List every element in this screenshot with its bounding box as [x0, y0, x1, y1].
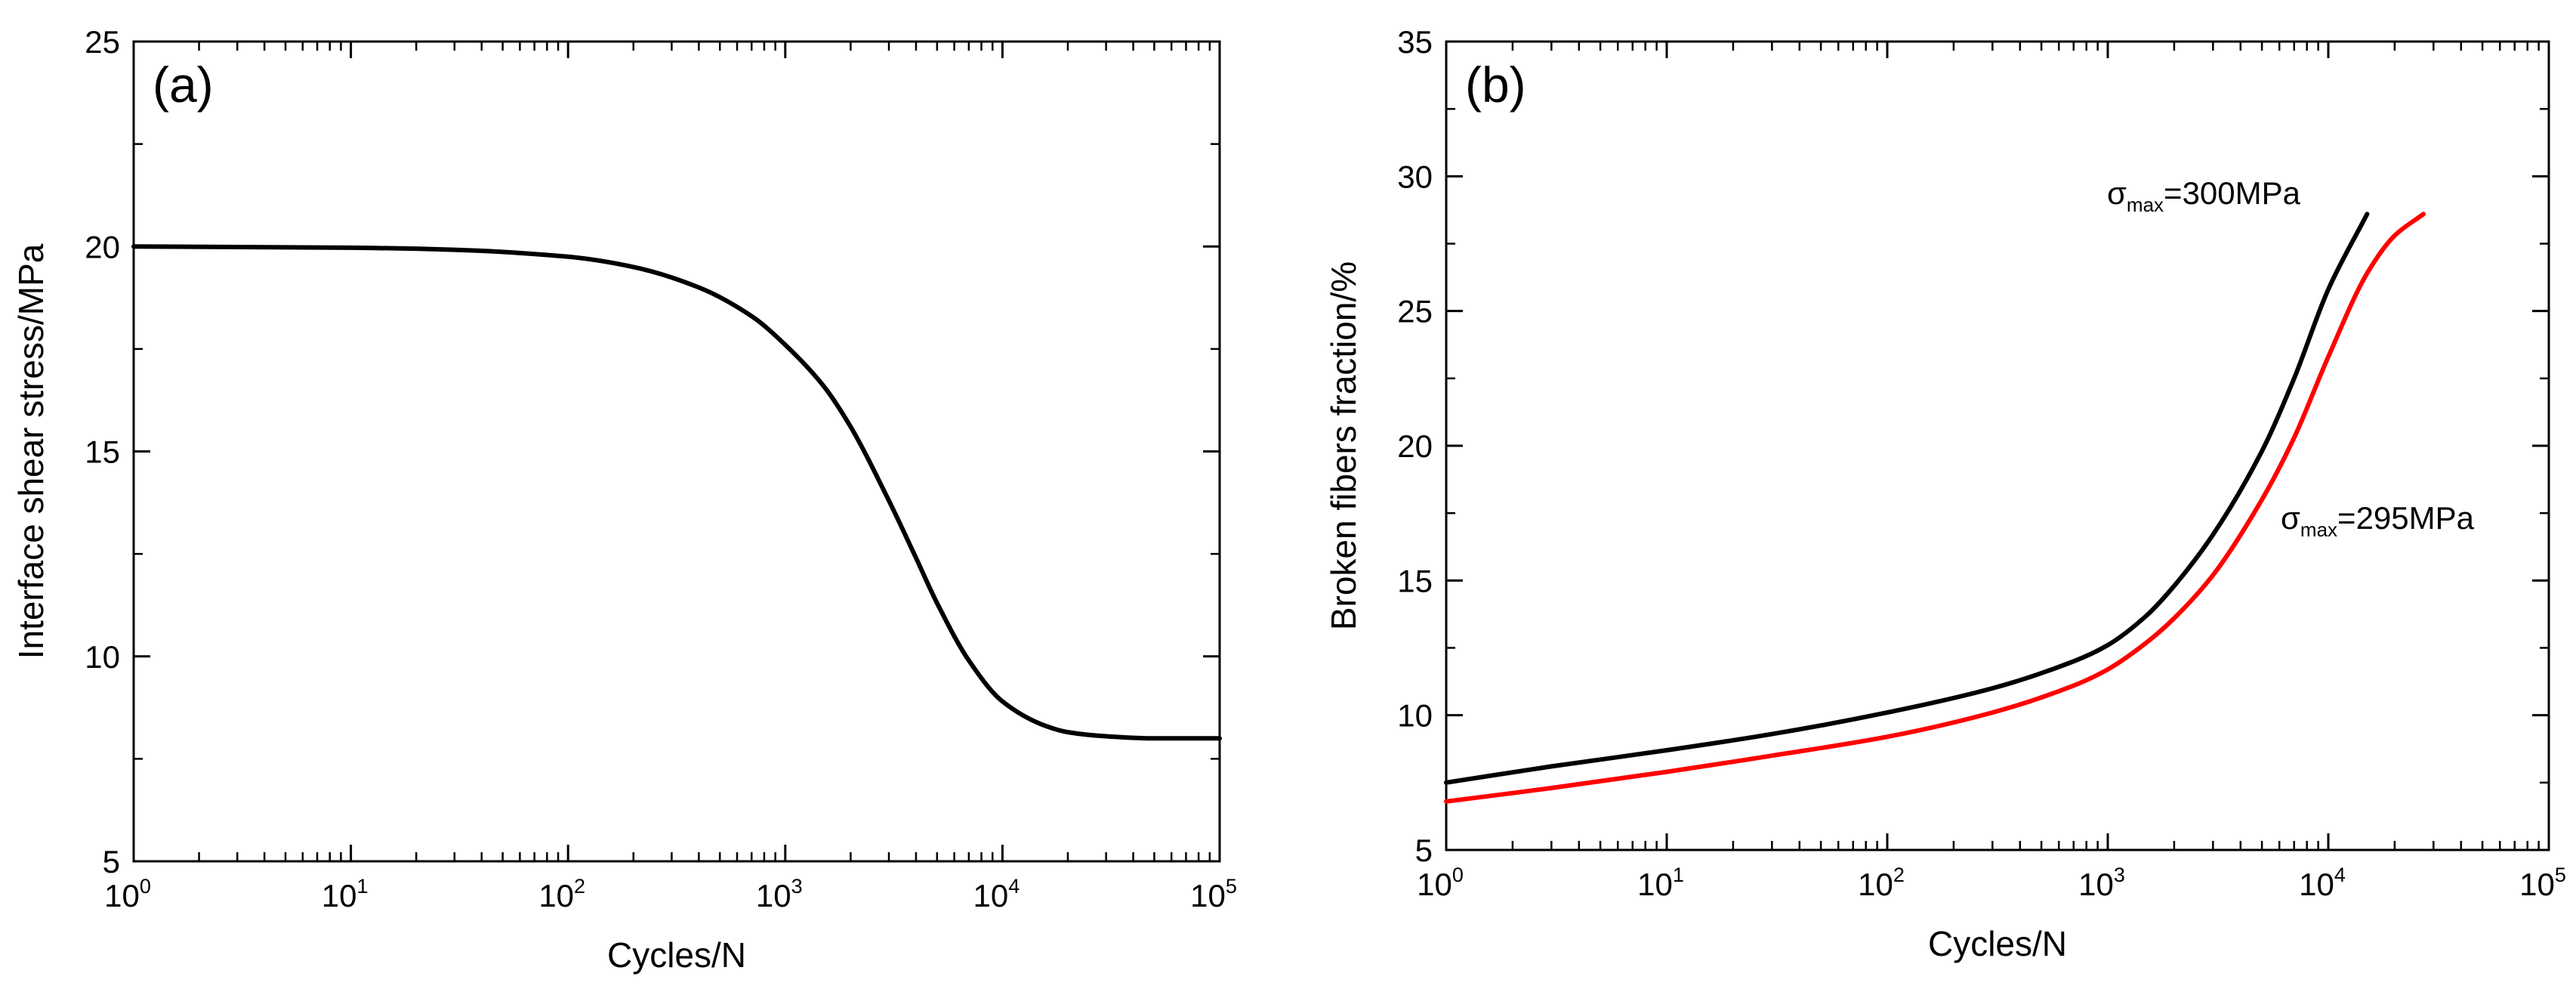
y-axis-title: Interface shear stress/MPa	[11, 243, 51, 659]
series-annotation-1: σmax=300MPa	[2107, 175, 2301, 216]
x-tick-exponent: 2	[574, 875, 585, 898]
y-tick-label: 25	[85, 24, 120, 60]
x-tick-label: 101	[1637, 864, 1684, 902]
x-tick-exponent: 4	[1008, 875, 1020, 898]
panel-a-interface-shear-stress-chart: 100 101 102 103 104 105510152025Cycles/NInter…	[11, 24, 1237, 975]
x-tick-base: 10	[2299, 867, 2334, 902]
annotation-value: =300MPa	[2164, 175, 2301, 211]
annotation-subscript: max	[2300, 518, 2337, 541]
y-tick-label: 5	[103, 844, 120, 879]
x-tick-exponent: 3	[2114, 864, 2125, 886]
x-tick-label: 105	[1190, 875, 1237, 913]
y-tick-label: 5	[1415, 833, 1433, 868]
x-tick-exponent: 1	[1673, 864, 1684, 886]
y-axis-title: Broken fibers fraction/%	[1324, 261, 1363, 630]
x-tick-exponent: 4	[2334, 864, 2346, 886]
x-tick-exponent: 5	[1226, 875, 1237, 898]
series-line-2	[1444, 212, 2426, 804]
y-tick-label: 30	[1397, 159, 1433, 194]
x-tick-base: 10	[756, 878, 791, 913]
x-tick-label: 102	[538, 875, 585, 913]
panel-label: (a)	[153, 57, 214, 113]
x-tick-label: 105	[2519, 864, 2566, 902]
x-tick-label: 100	[104, 875, 151, 913]
annotation-symbol: σ	[2281, 500, 2300, 536]
y-tick-label: 15	[85, 434, 120, 470]
x-tick-label: 104	[2299, 864, 2346, 902]
x-tick-label: 102	[1858, 864, 1905, 902]
x-tick-exponent: 0	[1452, 864, 1464, 886]
y-tick-label: 15	[1397, 563, 1433, 598]
x-axis-title: Cycles/N	[1928, 924, 2067, 963]
x-axis-title: Cycles/N	[607, 935, 746, 975]
x-tick-base: 10	[322, 878, 357, 913]
x-tick-label: 103	[2078, 864, 2125, 902]
x-tick-base: 10	[104, 878, 140, 913]
x-tick-exponent: 1	[356, 875, 368, 898]
x-tick-base: 10	[2078, 867, 2114, 902]
x-tick-base: 10	[973, 878, 1009, 913]
panel-label: (b)	[1465, 57, 1526, 113]
series-line-1	[1444, 212, 2370, 785]
x-tick-label: 104	[973, 875, 1020, 913]
x-tick-exponent: 0	[140, 875, 151, 898]
x-tick-base: 10	[2519, 867, 2555, 902]
annotation-value: =295MPa	[2337, 500, 2475, 536]
series-line-1	[131, 244, 1222, 741]
plot-frame	[1445, 40, 2550, 851]
x-tick-base: 10	[1637, 867, 1673, 902]
x-tick-base: 10	[538, 878, 574, 913]
y-tick-label: 35	[1397, 24, 1433, 60]
x-tick-exponent: 2	[1893, 864, 1905, 886]
x-tick-base: 10	[1190, 878, 1226, 913]
x-tick-exponent: 5	[2555, 864, 2566, 886]
y-tick-label: 20	[1397, 428, 1433, 464]
x-tick-label: 101	[322, 875, 369, 913]
series-annotation-2: σmax=295MPa	[2281, 500, 2475, 541]
x-tick-label: 103	[756, 875, 803, 913]
x-tick-label: 100	[1417, 864, 1464, 902]
annotation-subscript: max	[2127, 193, 2164, 216]
x-tick-base: 10	[1417, 867, 1452, 902]
panel-b-broken-fibers-chart: 100 101 102 103 104 1055101520253035Cycles/NB…	[1324, 24, 2566, 963]
plot-frame	[132, 40, 1221, 863]
y-tick-label: 25	[1397, 294, 1433, 329]
y-tick-label: 10	[85, 639, 120, 675]
y-tick-label: 20	[85, 229, 120, 264]
x-tick-base: 10	[1858, 867, 1893, 902]
annotation-symbol: σ	[2107, 175, 2127, 211]
x-tick-exponent: 3	[791, 875, 803, 898]
y-tick-label: 10	[1397, 698, 1433, 734]
